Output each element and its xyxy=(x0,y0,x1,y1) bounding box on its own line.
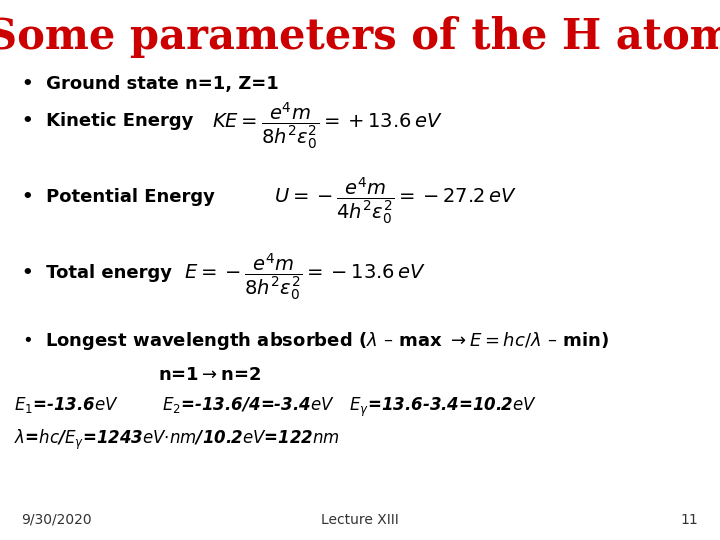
Text: n=1$\rightarrow$n=2: n=1$\rightarrow$n=2 xyxy=(158,366,261,384)
Text: $U = -\dfrac{e^4 m}{4h^2\varepsilon_0^2} = -27.2\,eV$: $U = -\dfrac{e^4 m}{4h^2\varepsilon_0^2}… xyxy=(274,176,516,226)
Text: •  Longest wavelength absorbed ($\lambda$ – max $\rightarrow$$E =hc/\lambda$ – m: • Longest wavelength absorbed ($\lambda$… xyxy=(22,330,608,352)
Text: 9/30/2020: 9/30/2020 xyxy=(22,512,92,526)
Text: •  Ground state n=1, Z=1: • Ground state n=1, Z=1 xyxy=(22,75,279,93)
Text: •  Potential Energy: • Potential Energy xyxy=(22,188,215,206)
Text: Some parameters of the H atom: Some parameters of the H atom xyxy=(0,16,720,58)
Text: •  Total energy: • Total energy xyxy=(22,264,171,282)
Text: $E = -\dfrac{e^4 m}{8h^2\varepsilon_0^2} = -13.6\,eV$: $E = -\dfrac{e^4 m}{8h^2\varepsilon_0^2}… xyxy=(184,251,426,302)
Text: 11: 11 xyxy=(680,512,698,526)
Text: $\lambda$=$hc$/$E_\gamma$=1243$eV$$\cdot$$nm$/10.2$eV$=122$nm$: $\lambda$=$hc$/$E_\gamma$=1243$eV$$\cdot… xyxy=(14,428,341,452)
Text: •  Kinetic Energy: • Kinetic Energy xyxy=(22,112,193,131)
Text: Lecture XIII: Lecture XIII xyxy=(321,512,399,526)
Text: $E_1$=-13.6$eV$        $E_2$=-13.6/4=-3.4$eV$   $E_\gamma$=13.6-3.4=10.2$eV$: $E_1$=-13.6$eV$ $E_2$=-13.6/4=-3.4$eV$ $… xyxy=(14,396,537,419)
Text: $KE = \dfrac{e^4 m}{8h^2\varepsilon_0^2} = +13.6\,eV$: $KE = \dfrac{e^4 m}{8h^2\varepsilon_0^2}… xyxy=(212,100,443,151)
